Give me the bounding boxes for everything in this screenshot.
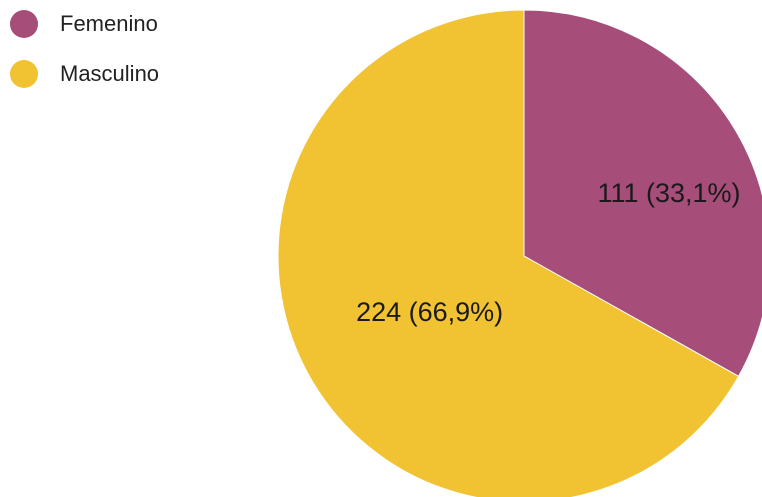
legend-item-femenino[interactable]: Femenino xyxy=(10,10,159,38)
legend-label-masculino: Masculino xyxy=(60,61,160,86)
pie-label-masculino: 224 (66,9%) xyxy=(356,297,503,327)
pie-label-femenino: 111 (33,1%) xyxy=(597,178,740,208)
pie-slice-masculino[interactable] xyxy=(277,9,740,497)
legend-swatch-femenino xyxy=(10,10,38,38)
legend-label-femenino: Femenino xyxy=(60,11,158,36)
legend-item-masculino[interactable]: Masculino xyxy=(10,60,159,88)
chart-legend: Femenino Masculino xyxy=(10,10,159,110)
legend-swatch-masculino xyxy=(10,60,38,88)
pie-slice-femenino[interactable] xyxy=(523,9,762,378)
